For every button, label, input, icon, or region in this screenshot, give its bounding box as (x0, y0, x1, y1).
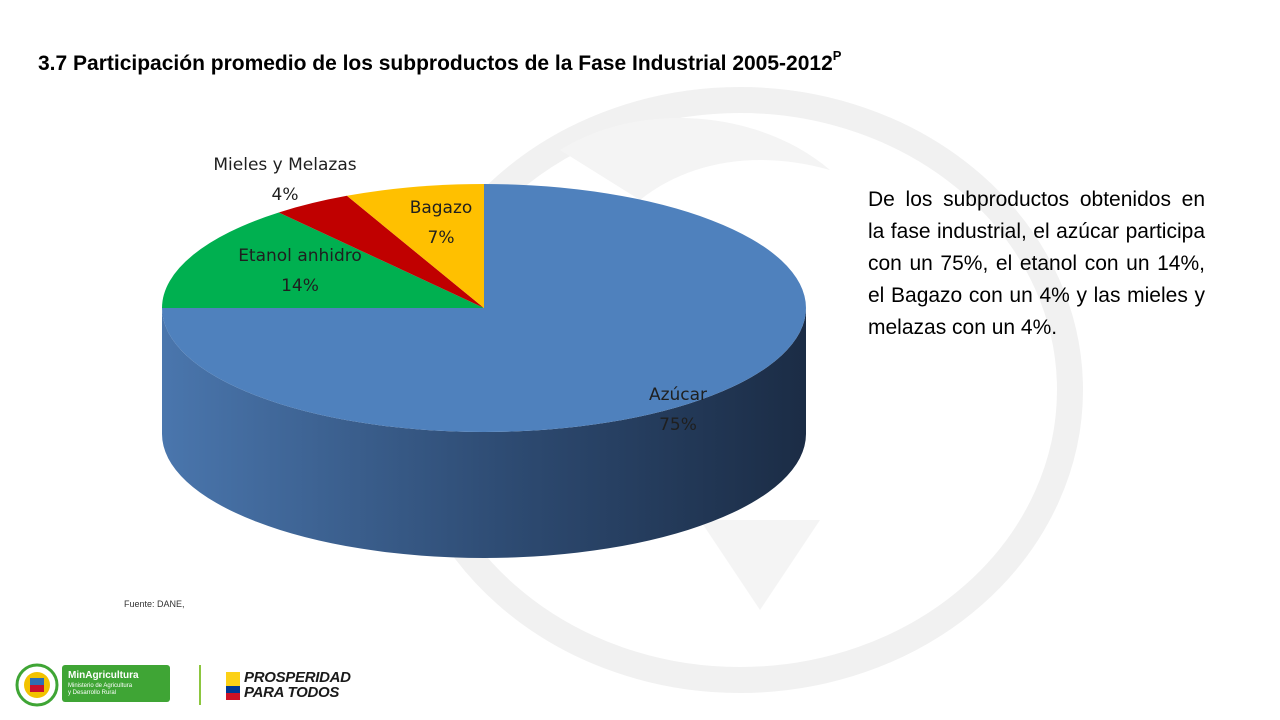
ministry-subtitle-line-2: y Desarrollo Rural (68, 690, 117, 696)
pie-slice-mieles-y-melazas (278, 195, 484, 308)
ministry-subtitle-line-1: Ministerio de Agricultura (68, 683, 133, 689)
label-azucar: Azúcar (649, 385, 707, 405)
footer-divider (199, 665, 201, 705)
pie-top (162, 184, 806, 432)
ministry-subtitle: Ministerio de Agricultura y Desarrollo R… (68, 683, 132, 697)
pie-slice-etanol-anhidro (162, 212, 484, 308)
pie-slice-bagazo (346, 184, 484, 308)
page-title: 3.7 Participación promedio de los subpro… (38, 48, 842, 75)
colombia-flag-icon (226, 672, 240, 700)
pie-labels: Azúcar 75% Etanol anhidro 14% Mieles y Melaz… (213, 155, 707, 435)
slogan-line-1: PROSPERIDAD (244, 669, 351, 686)
description-text: De los subproductos obtenidos en la fase… (868, 188, 1205, 339)
value-mieles-y-melazas: 4% (272, 185, 299, 205)
label-etanol-anhidro: Etanol anhidro (238, 246, 362, 266)
coat-of-arms-icon (15, 663, 59, 707)
pie-side-wall (162, 308, 806, 558)
source-note: Fuente: DANE, (124, 599, 185, 609)
footer-logos: MinAgricultura Ministerio de Agricultura… (0, 656, 400, 716)
ministry-name: MinAgricultura (68, 670, 139, 681)
ministry-logo: MinAgricultura Ministerio de Agricultura… (62, 665, 170, 702)
value-azucar: 75% (659, 415, 697, 435)
pie-side-azucar (162, 308, 806, 558)
label-mieles-y-melazas: Mieles y Melazas (213, 155, 356, 175)
label-bagazo: Bagazo (410, 198, 473, 218)
prosperidad-logo: PROSPERIDAD PARA TODOS (244, 670, 351, 700)
value-etanol-anhidro: 14% (281, 276, 319, 296)
slogan-line-2: PARA TODOS (244, 684, 340, 701)
title-superscript: P (832, 48, 842, 63)
value-bagazo: 7% (428, 228, 455, 248)
